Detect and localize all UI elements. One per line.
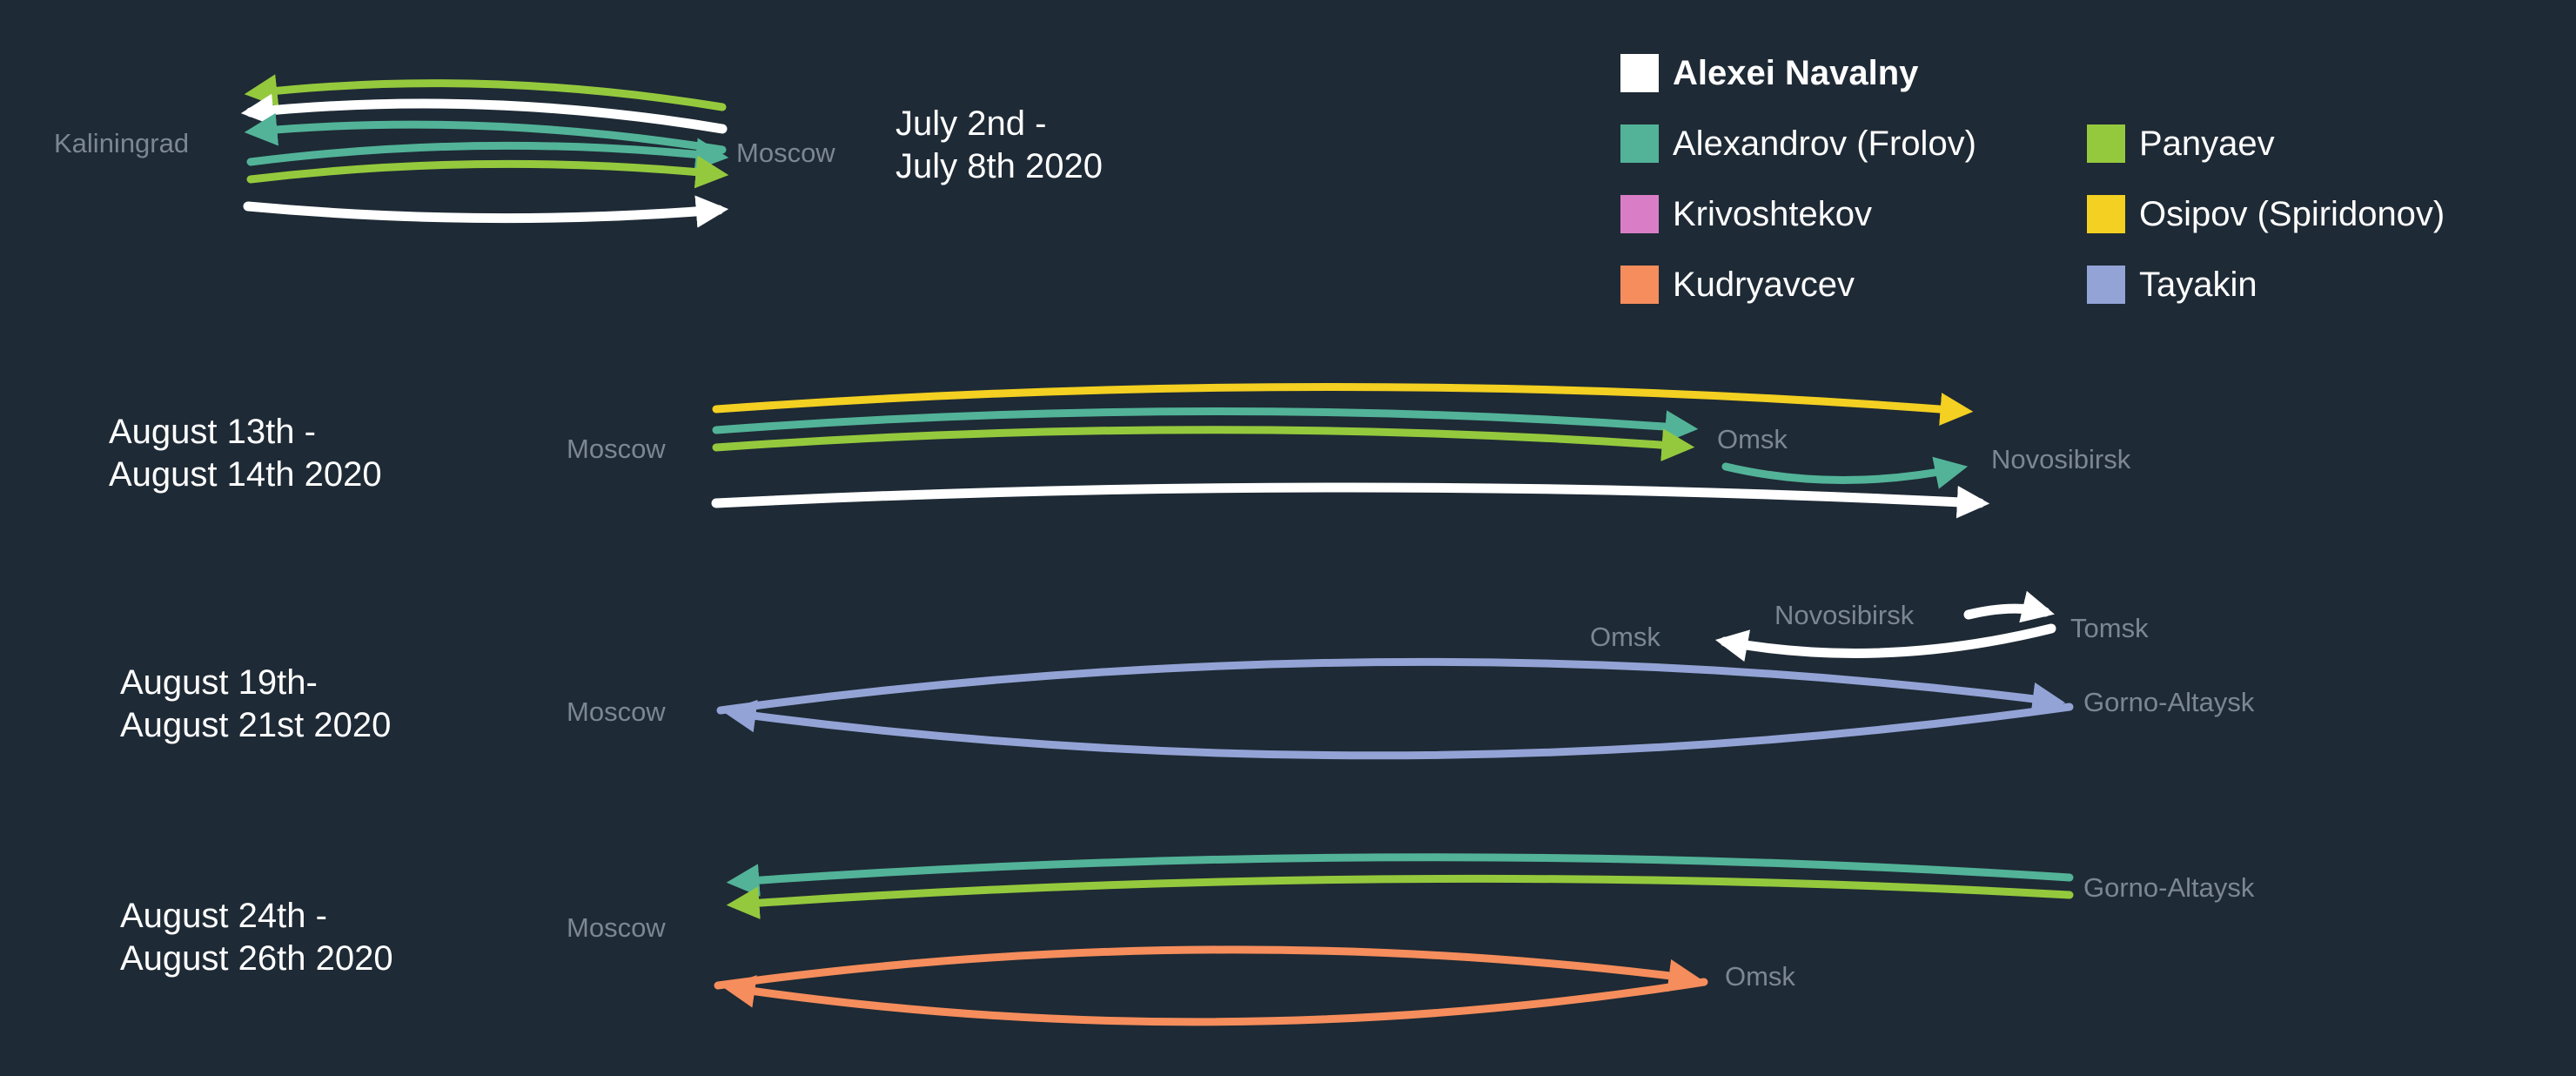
legend-item-navalny: Alexei Navalny	[1620, 54, 2087, 93]
date-label-trip1: July 2nd - July 8th 2020	[896, 103, 1103, 188]
route-trip2-osipov-to-novosibirsk	[712, 383, 1974, 426]
route-trip2-alexandrov-omsk-to-novosibirsk	[1721, 456, 1969, 489]
route-trip4-alexandrov-to-moscow	[726, 853, 2074, 897]
date-label-trip3: August 19th- August 21st 2020	[120, 662, 391, 747]
date-label-trip4-line2: August 26th 2020	[120, 939, 393, 978]
legend-swatch-navalny	[1620, 54, 1659, 92]
date-label-trip4-line1: August 24th -	[120, 897, 327, 935]
city-label-trip3-omsk: Omsk	[1590, 622, 1660, 652]
date-label-trip1-line2: July 8th 2020	[896, 147, 1103, 185]
legend-item-panyaev: Panyaev	[2087, 124, 2553, 164]
legend-swatch-osipov	[2087, 195, 2125, 233]
legend-swatch-tayakin	[2087, 266, 2125, 304]
date-label-trip4: August 24th - August 26th 2020	[120, 895, 393, 980]
legend-row-2: Alexandrov (Frolov) Panyaev	[1620, 119, 2553, 168]
date-label-trip1-line1: July 2nd -	[896, 104, 1047, 143]
legend-row-3: Krivoshtekov Osipov (Spiridonov)	[1620, 190, 2553, 239]
legend-item-osipov: Osipov (Spiridonov)	[2087, 195, 2553, 234]
legend-item-kudryavcev: Kudryavcev	[1620, 266, 2087, 305]
legend-label-krivoshtekov: Krivoshtekov	[1673, 194, 1872, 233]
city-label-trip4-moscow: Moscow	[567, 912, 666, 943]
legend-swatch-krivoshtekov	[1620, 195, 1659, 233]
legend-row-4: Kudryavcev Tayakin	[1620, 260, 2553, 309]
city-label-trip4-gorno-altaysk: Gorno-Altaysk	[2083, 872, 2255, 903]
legend-item-krivoshtekov: Krivoshtekov	[1620, 195, 2087, 234]
legend-label-alexandrov: Alexandrov (Frolov)	[1673, 124, 1977, 163]
legend: Alexei Navalny Alexandrov (Frolov) Panya…	[1620, 49, 2553, 331]
city-label-trip3-moscow: Moscow	[567, 696, 666, 727]
legend-label-navalny: Alexei Navalny	[1673, 53, 1919, 92]
route-trip1-alexandrov-to-moscow	[246, 138, 729, 171]
legend-swatch-panyaev	[2087, 124, 2125, 163]
legend-label-tayakin: Tayakin	[2139, 265, 2257, 304]
city-label-trip4-omsk: Omsk	[1725, 961, 1795, 992]
route-trip1-panyaev-to-kaliningrad	[244, 74, 727, 111]
date-label-trip2-line1: August 13th -	[109, 413, 316, 451]
route-trip3-tayakin-to-gorno-altaysk	[716, 657, 2066, 716]
route-trip3-navalny-novosibirsk-to-tomsk	[1963, 590, 2055, 623]
city-label-trip1-moscow: Moscow	[736, 138, 835, 168]
route-trip3-tayakin-to-moscow	[722, 699, 2074, 760]
date-label-trip3-line1: August 19th-	[120, 663, 318, 702]
city-label-trip2-novosibirsk: Novosibirsk	[1991, 444, 2131, 474]
city-label-trip3-novosibirsk: Novosibirsk	[1774, 600, 1915, 630]
city-label-trip2-omsk: Omsk	[1717, 424, 1788, 454]
route-trip4-panyaev-to-moscow	[726, 874, 2074, 920]
date-label-trip2: August 13th - August 14th 2020	[109, 411, 382, 496]
legend-label-osipov: Osipov (Spiridonov)	[2139, 194, 2445, 233]
route-trip1-navalny-to-kaliningrad	[240, 93, 728, 134]
route-trip2-alexandrov-to-omsk	[712, 407, 1699, 443]
route-trip3-navalny-tomsk-to-omsk	[1714, 623, 2056, 662]
legend-swatch-kudryavcev	[1620, 266, 1659, 304]
city-label-trip1-kaliningrad: Kaliningrad	[54, 128, 190, 158]
legend-swatch-alexandrov	[1620, 124, 1659, 163]
route-trip4-kudryavcev-to-omsk	[714, 945, 1702, 992]
legend-item-alexandrov: Alexandrov (Frolov)	[1620, 124, 2087, 164]
route-trip1-panyaev-to-moscow	[246, 155, 729, 189]
legend-item-tayakin: Tayakin	[2087, 266, 2553, 305]
date-label-trip2-line2: August 14th 2020	[109, 455, 382, 494]
date-label-trip3-line2: August 21st 2020	[120, 706, 392, 744]
city-label-trip2-moscow: Moscow	[567, 434, 666, 464]
legend-row-1: Alexei Navalny	[1620, 49, 2553, 98]
route-trip1-navalny-to-moscow	[243, 195, 729, 228]
route-trip1-alexandrov-to-kaliningrad	[244, 112, 727, 154]
legend-label-panyaev: Panyaev	[2139, 124, 2275, 163]
legend-label-kudryavcev: Kudryavcev	[1673, 265, 1855, 304]
route-trip4-kudryavcev-to-moscow	[721, 975, 1708, 1026]
city-label-trip3-tomsk: Tomsk	[2070, 613, 2149, 643]
city-label-trip3-gorno-altaysk: Gorno-Altaysk	[2083, 687, 2255, 717]
route-trip2-navalny-to-novosibirsk	[711, 482, 1990, 519]
route-trip2-panyaev-to-omsk	[712, 426, 1695, 461]
